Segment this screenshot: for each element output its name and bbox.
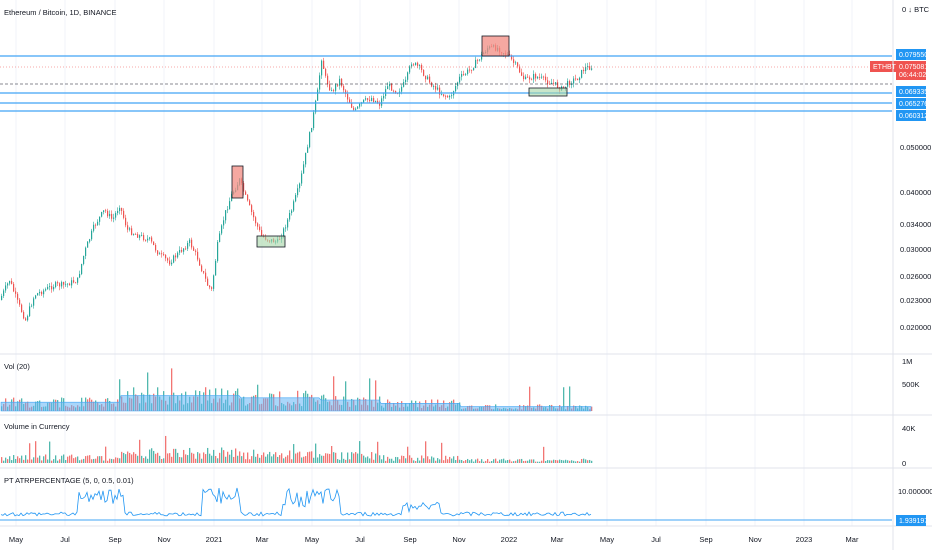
svg-text:1.939197: 1.939197 bbox=[899, 518, 928, 525]
volume-pane-title: Vol (20) bbox=[4, 362, 30, 371]
price-tick: 0.034000 bbox=[900, 220, 931, 229]
supply-zone-2[interactable] bbox=[481, 35, 510, 57]
time-label: Mar bbox=[551, 535, 564, 544]
time-label: May bbox=[600, 535, 614, 544]
symbol-tag: ETHBTC bbox=[870, 61, 901, 72]
time-label: Jul bbox=[355, 535, 365, 544]
time-label: Sep bbox=[108, 535, 121, 544]
price-tick: 0.030000 bbox=[900, 245, 931, 254]
time-label: Jul bbox=[651, 535, 661, 544]
price-tick: 0.040000 bbox=[900, 188, 931, 197]
time-label: Mar bbox=[846, 535, 859, 544]
svg-text:0.060312: 0.060312 bbox=[899, 113, 928, 120]
time-label: 2021 bbox=[206, 535, 223, 544]
price-tick: 0.023000 bbox=[900, 296, 931, 305]
time-axis[interactable]: May Jul Sep Nov 2021 Mar May Jul Sep Nov 2022 Mar Ma… bbox=[9, 535, 859, 544]
time-label: Mar bbox=[256, 535, 269, 544]
svg-text:0.069335: 0.069335 bbox=[899, 89, 928, 96]
price-tag-s1: 0.069335 bbox=[896, 86, 928, 97]
time-label: May bbox=[305, 535, 319, 544]
currency-volume-tick-40k: 40K bbox=[902, 424, 915, 433]
price-tag-s2: 0.065276 bbox=[896, 98, 928, 109]
price-tick: 0.026000 bbox=[900, 272, 931, 281]
demand-zone-1[interactable] bbox=[256, 235, 286, 248]
price-grid bbox=[15, 0, 853, 526]
currency-volume-pane-title: Volume in Currency bbox=[4, 422, 70, 431]
time-label: May bbox=[9, 535, 23, 544]
price-tag-s3: 0.060312 bbox=[896, 110, 928, 121]
svg-text:0.079550: 0.079550 bbox=[899, 52, 928, 59]
time-label: Nov bbox=[452, 535, 466, 544]
time-label: Nov bbox=[748, 535, 762, 544]
time-label: 2022 bbox=[501, 535, 518, 544]
price-tick: 0.020000 bbox=[900, 323, 931, 332]
svg-text:0.065276: 0.065276 bbox=[899, 101, 928, 108]
atr-line bbox=[0, 487, 592, 517]
volume-tick-500k: 500K bbox=[902, 380, 920, 389]
atr-value-tag: 1.939197 bbox=[896, 515, 928, 526]
price-candles bbox=[1, 43, 593, 322]
time-label: Sep bbox=[699, 535, 712, 544]
svg-text:0.075081: 0.075081 bbox=[899, 64, 928, 71]
price-axis[interactable]: 0.050000 0.040000 0.034000 0.030000 0.026000… bbox=[900, 143, 931, 332]
last-price-tag: 0.075081 06:44:02 bbox=[896, 61, 928, 80]
time-label: 2023 bbox=[796, 535, 813, 544]
price-tag-r1: 0.079550 bbox=[896, 49, 928, 60]
time-label: Nov bbox=[157, 535, 171, 544]
demand-zone-2[interactable] bbox=[528, 87, 568, 97]
time-label: Sep bbox=[403, 535, 416, 544]
currency-label: 0 ↓ BTC ↑ 0 bbox=[902, 5, 932, 14]
svg-text:06:44:02: 06:44:02 bbox=[899, 72, 926, 79]
chart-title: Ethereum / Bitcoin, 1D, BINANCE bbox=[4, 8, 117, 17]
time-label: Jul bbox=[60, 535, 70, 544]
currency-volume-bars bbox=[1, 435, 593, 463]
currency-volume-tick-0: 0 bbox=[902, 459, 906, 468]
volume-ma-line bbox=[0, 395, 592, 412]
atr-tick-10: 10.000000 bbox=[898, 487, 932, 496]
svg-text:ETHBTC: ETHBTC bbox=[873, 64, 901, 71]
volume-tick-1m: 1M bbox=[902, 357, 912, 366]
atr-pane-title: PT ATRPERCENTAGE (5, 0, 0.5, 0.01) bbox=[4, 476, 134, 485]
price-tick: 0.050000 bbox=[900, 143, 931, 152]
supply-zone-1[interactable] bbox=[231, 165, 244, 199]
